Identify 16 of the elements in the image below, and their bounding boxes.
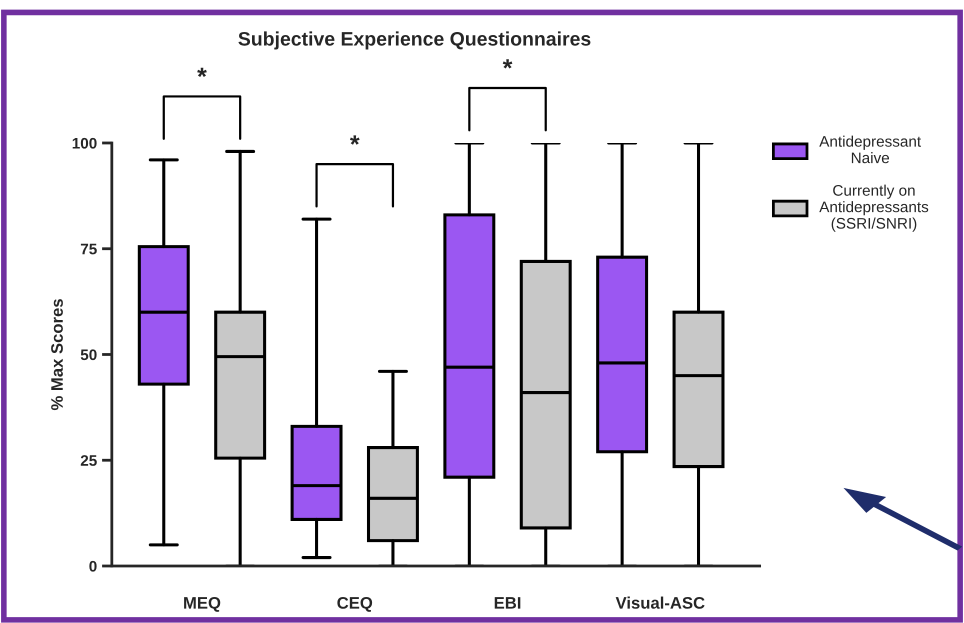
annotation: * xyxy=(350,135,360,145)
y-tick-label: 25 xyxy=(80,455,97,466)
y-tick-label: 75 xyxy=(80,244,97,254)
text: * xyxy=(197,68,207,78)
x-tick-label: MEQ xyxy=(184,596,220,612)
y-axis-title: % Max Scores xyxy=(51,299,63,410)
chart-title: Subjective Experience Questionnaires xyxy=(238,31,590,50)
text: Currently on Antidepressants (SSRI/SNRI) xyxy=(819,184,928,232)
y-tick-label: 50 xyxy=(80,349,97,360)
text: * xyxy=(502,59,512,69)
legend-label: Antidepressant Naive xyxy=(819,136,922,164)
x-tick-label: EBI xyxy=(494,597,520,609)
y-tick-label: 100 xyxy=(72,138,97,149)
x-tick-label: Visual-ASC xyxy=(616,596,705,609)
y-tick-label: 0 xyxy=(89,560,97,572)
x-tick-label: CEQ xyxy=(337,596,372,612)
